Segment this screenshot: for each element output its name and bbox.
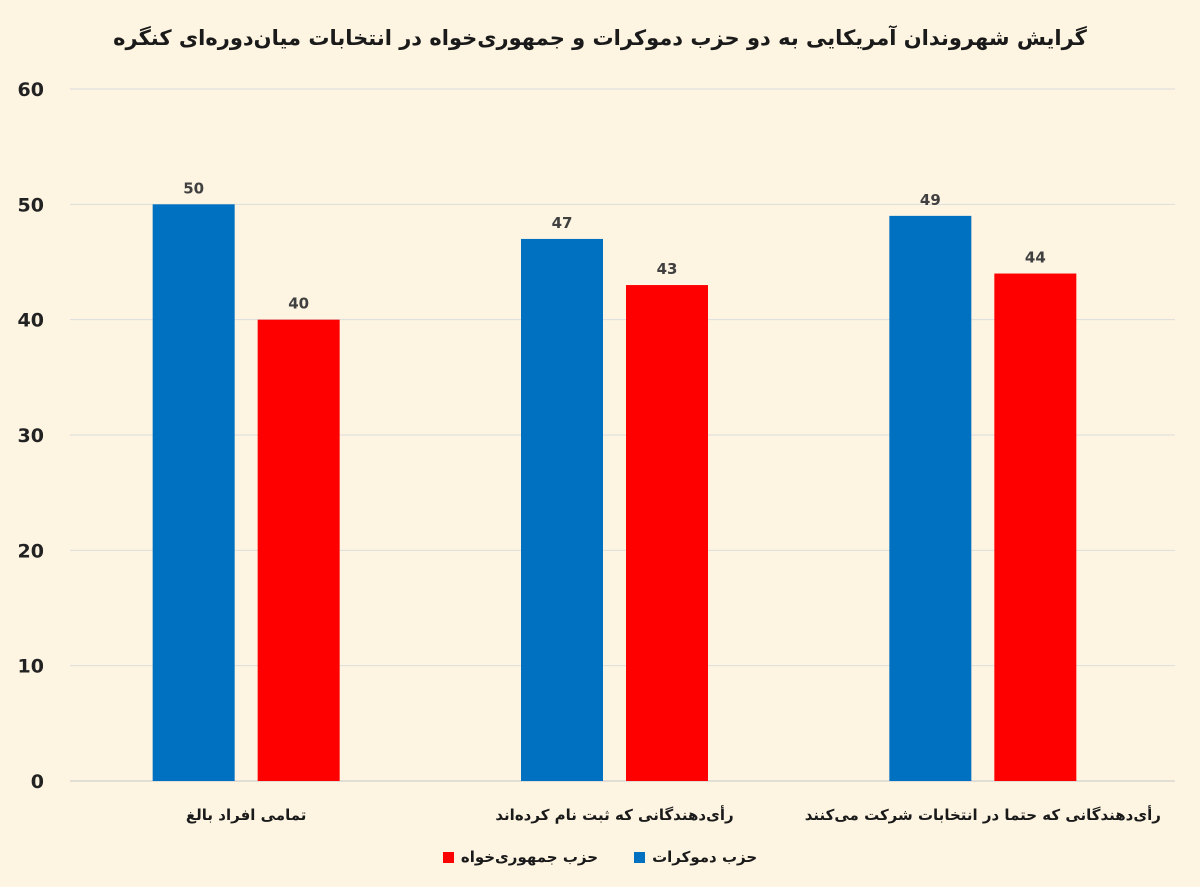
legend-item: حزب دموکرات	[634, 848, 757, 866]
bar	[152, 204, 235, 782]
category-label: رأی‌دهندگانی که ثبت نام کرده‌اند	[495, 805, 733, 824]
bar	[626, 285, 708, 781]
data-label: 40	[288, 295, 309, 313]
y-tick-label: 50	[18, 194, 44, 216]
data-label: 43	[657, 260, 678, 278]
data-label: 49	[920, 191, 941, 209]
legend-swatch	[442, 851, 454, 863]
chart-title: گرایش شهروندان آمریکایی به دو حزب دموکرا…	[113, 26, 1087, 50]
y-tick-label: 10	[18, 656, 44, 678]
legend-item: حزب جمهوری‌خواه	[442, 848, 599, 866]
data-label: 47	[552, 214, 573, 232]
bar	[257, 319, 340, 781]
data-label: 44	[1025, 249, 1046, 267]
category-label: تمامی افراد بالغ	[186, 806, 307, 824]
y-tick-label: 20	[18, 540, 44, 562]
legend-label: حزب جمهوری‌خواه	[460, 848, 599, 866]
category-label: رأی‌دهندگانی که حتما در انتخابات شرکت می…	[805, 805, 1161, 824]
y-tick-label: 40	[18, 310, 44, 332]
data-label: 50	[183, 179, 204, 197]
y-tick-label: 0	[31, 771, 44, 793]
bar	[521, 238, 603, 781]
legend-label: حزب دموکرات	[652, 848, 758, 866]
legend: حزب دموکرات حزب جمهوری‌خواه	[0, 848, 1200, 866]
bar	[889, 215, 972, 781]
y-tick-label: 60	[18, 79, 44, 101]
legend-swatch	[634, 851, 646, 863]
y-tick-label: 30	[18, 425, 44, 447]
bar	[994, 273, 1077, 781]
